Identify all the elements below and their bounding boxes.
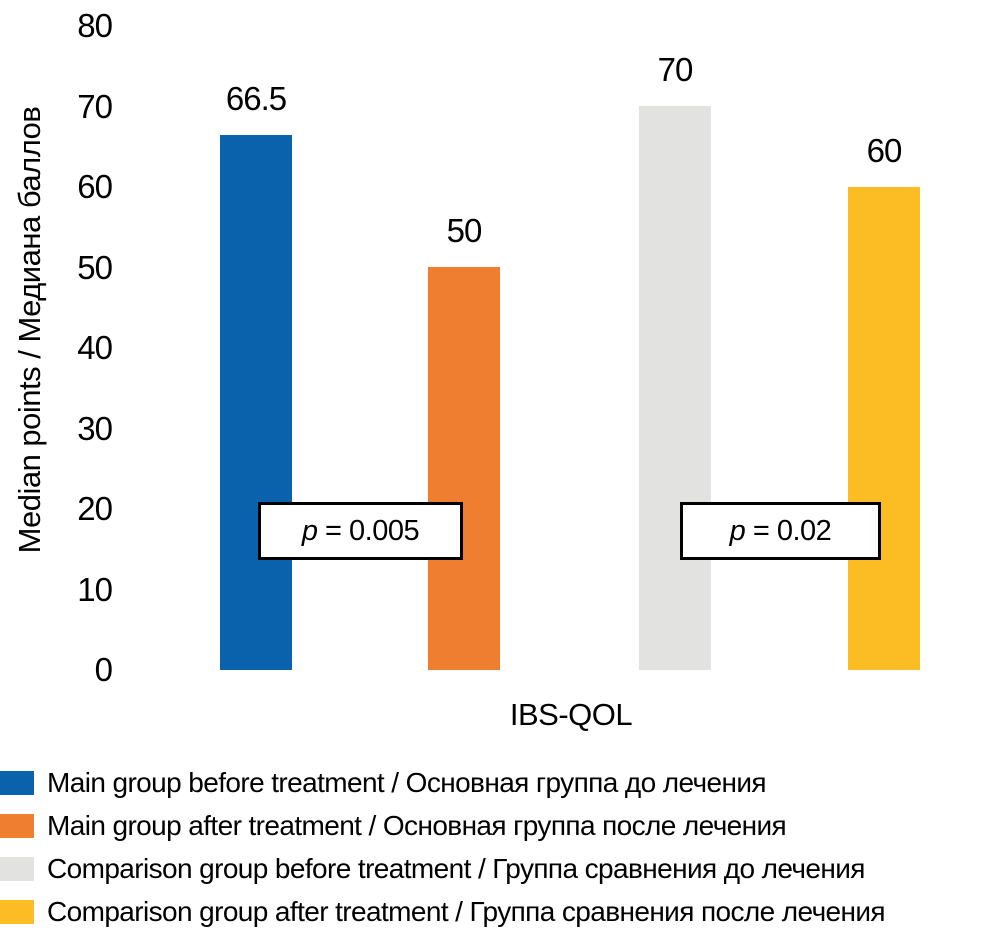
y-tick-label-20: 20 bbox=[77, 490, 113, 527]
y-tick-label-0: 0 bbox=[94, 651, 113, 688]
bar-3 bbox=[639, 106, 711, 670]
p-symbol: p bbox=[301, 514, 318, 547]
legend-swatch-main-after bbox=[0, 813, 34, 838]
p-value-text: = 0.005 bbox=[317, 514, 420, 547]
legend-label: Comparison group before treatment / Груп… bbox=[47, 852, 865, 884]
legend: Main group before treatment / Основная г… bbox=[0, 761, 985, 933]
bar-value-label-3: 70 bbox=[657, 51, 694, 88]
bar-4 bbox=[848, 187, 920, 670]
legend-swatch-main-before bbox=[0, 770, 34, 795]
p-symbol: p bbox=[729, 514, 746, 547]
legend-item-comparison-after: Comparison group after treatment / Групп… bbox=[0, 890, 985, 933]
p-value-text: = 0.02 bbox=[745, 514, 832, 547]
bar-value-label-2: 50 bbox=[446, 212, 483, 249]
bar-2 bbox=[428, 267, 500, 670]
y-tick-label-10: 10 bbox=[77, 570, 113, 608]
p-value-annotation-main-group: p = 0.005 bbox=[258, 502, 463, 560]
bar-value-label-4: 60 bbox=[866, 132, 903, 169]
x-axis-label: IBS-QOL bbox=[509, 697, 633, 732]
legend-label: Comparison group after treatment / Групп… bbox=[47, 895, 886, 927]
bar-1 bbox=[220, 135, 292, 670]
y-tick-label-50: 50 bbox=[77, 248, 113, 286]
legend-label: Main group before treatment / Основная г… bbox=[47, 766, 767, 798]
y-tick-label-30: 30 bbox=[77, 409, 113, 447]
legend-label: Main group after treatment / Основная гр… bbox=[47, 809, 787, 841]
y-tick-label-70: 70 bbox=[77, 87, 113, 125]
y-tick-label-40: 40 bbox=[77, 329, 113, 366]
p-value-annotation-comparison-group: p = 0.02 bbox=[680, 502, 881, 560]
legend-swatch-comparison-before bbox=[0, 856, 34, 881]
y-tick-label-60: 60 bbox=[77, 168, 113, 205]
legend-item-main-after: Main group after treatment / Основная гр… bbox=[0, 804, 985, 847]
bar-value-label-1: 66.5 bbox=[225, 80, 287, 117]
y-tick-label-80: 80 bbox=[77, 7, 113, 44]
legend-item-main-before: Main group before treatment / Основная г… bbox=[0, 761, 985, 804]
legend-swatch-comparison-after bbox=[0, 899, 34, 924]
legend-item-comparison-before: Comparison group before treatment / Груп… bbox=[0, 847, 985, 890]
